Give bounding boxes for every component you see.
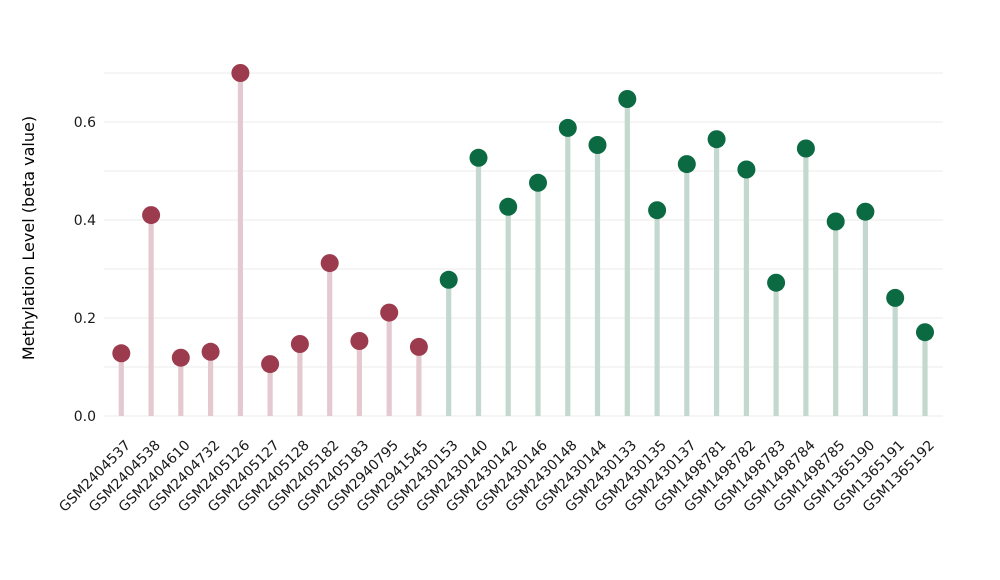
lollipop-dot	[380, 303, 399, 322]
y-tick-label: 0.0	[74, 409, 96, 425]
y-axis-label: Methylation Level (beta value)	[19, 115, 38, 361]
lollipop-dot	[201, 342, 220, 361]
lollipop-dot	[767, 273, 786, 292]
lollipop-dot	[588, 136, 607, 154]
x-tick-labels: GSM2404537GSM2404538GSM2404610GSM2404732…	[56, 437, 938, 515]
lollipop-dot	[558, 118, 577, 137]
lollipop-dot	[409, 337, 428, 356]
lollipop-dot	[439, 270, 458, 289]
lollipop-dot	[856, 202, 875, 221]
lollipop-dot	[290, 335, 309, 353]
lollipop-dot	[469, 148, 488, 167]
y-tick-label: 0.6	[74, 115, 96, 131]
lollipop-dot	[350, 332, 369, 350]
y-tick-label: 0.2	[74, 311, 96, 327]
lollipop-dot	[231, 64, 250, 82]
lollipop-dot	[886, 288, 905, 307]
lollipop-dot	[916, 323, 934, 342]
y-tick-labels: 0.0 0.2 0.4 0.6	[74, 115, 96, 425]
lollipop-dot	[737, 160, 756, 179]
lollipop-dot	[648, 201, 667, 220]
lollipop-dot	[707, 130, 726, 149]
lollipop-dot	[618, 90, 637, 108]
lollipop-dot	[677, 155, 696, 174]
y-tick-label: 0.4	[74, 213, 96, 229]
lollipop-dot	[142, 206, 161, 225]
lollipop-dot	[261, 355, 280, 374]
lollipop-dot	[171, 348, 190, 367]
lollipop-dot	[826, 212, 845, 231]
lollipop-dot	[112, 344, 131, 363]
lollipop-dot	[529, 173, 547, 192]
lollipop-dot	[796, 139, 815, 158]
lollipop-dots	[112, 64, 934, 374]
lollipop-stems	[118, 73, 928, 416]
lollipop-dot	[499, 197, 518, 216]
lollipop-dot	[320, 254, 339, 273]
gridlines	[104, 72, 943, 417]
